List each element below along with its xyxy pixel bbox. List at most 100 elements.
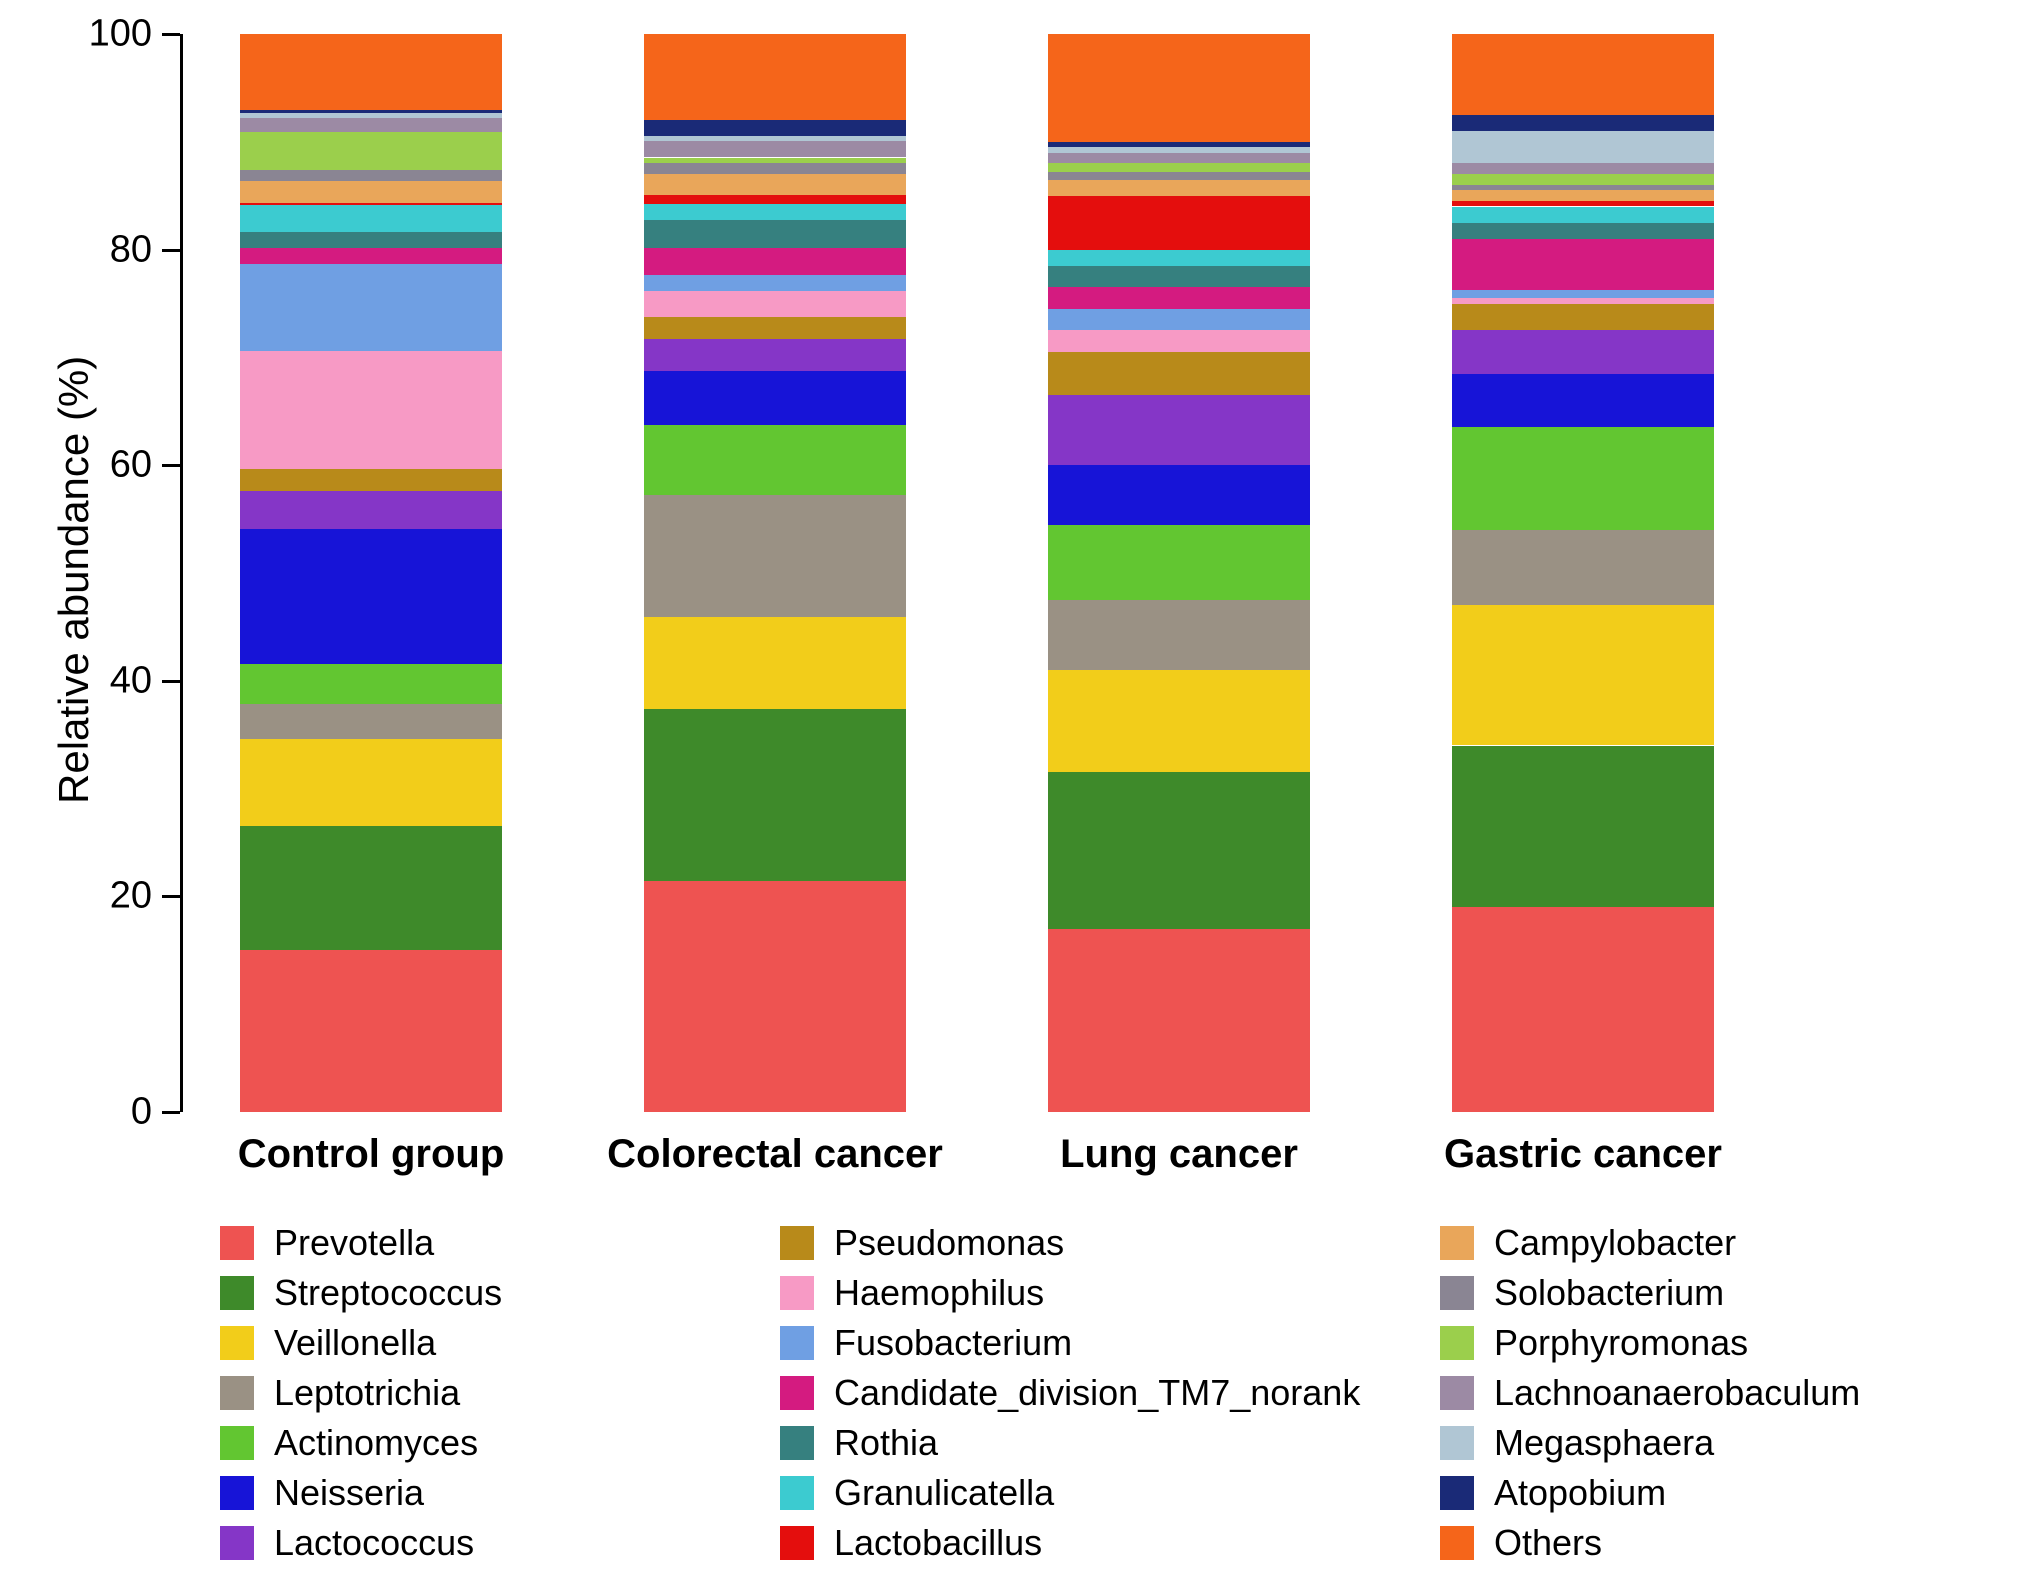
segment-solobacterium	[240, 170, 502, 181]
segment-others	[1048, 34, 1310, 142]
legend-item-megasphaera: Megasphaera	[1440, 1422, 1714, 1464]
segment-pseudomonas	[644, 317, 906, 338]
segment-lachnoanaerobaculum	[240, 118, 502, 132]
legend-swatch	[220, 1326, 254, 1360]
legend-swatch	[1440, 1376, 1474, 1410]
legend-item-veillonella: Veillonella	[220, 1322, 436, 1364]
legend-item-lachnoanaerobaculum: Lachnoanaerobaculum	[1440, 1372, 1860, 1414]
segment-rothia	[240, 232, 502, 248]
legend-item-campylobacter: Campylobacter	[1440, 1222, 1736, 1264]
y-tick	[162, 33, 180, 36]
segment-candidate_division_tm7_norank	[1452, 239, 1714, 290]
segment-lachnoanaerobaculum	[1452, 163, 1714, 174]
segment-streptococcus	[1452, 746, 1714, 908]
x-tick-label: Gastric cancer	[1373, 1132, 1793, 1177]
segment-campylobacter	[240, 181, 502, 203]
segment-neisseria	[1452, 374, 1714, 428]
segment-pseudomonas	[1452, 304, 1714, 331]
legend-item-streptococcus: Streptococcus	[220, 1272, 502, 1314]
segment-rothia	[644, 220, 906, 248]
segment-granulicatella	[1048, 250, 1310, 266]
bar-gastric-cancer	[1452, 34, 1714, 1112]
legend-label: Lactobacillus	[834, 1522, 1042, 1564]
segment-neisseria	[1048, 465, 1310, 524]
segment-others	[644, 34, 906, 120]
segment-campylobacter	[1452, 190, 1714, 201]
segment-fusobacterium	[1048, 309, 1310, 331]
legend-swatch	[1440, 1426, 1474, 1460]
legend-label: Candidate_division_TM7_norank	[834, 1372, 1360, 1414]
legend-item-prevotella: Prevotella	[220, 1222, 434, 1264]
legend-label: Prevotella	[274, 1222, 434, 1264]
y-tick	[162, 895, 180, 898]
segment-prevotella	[644, 881, 906, 1112]
bar-lung-cancer	[1048, 34, 1310, 1112]
legend-label: Rothia	[834, 1422, 938, 1464]
y-axis-label: Relative abundance (%)	[50, 356, 98, 804]
segment-atopobium	[1048, 142, 1310, 147]
segment-porphyromonas	[1452, 174, 1714, 185]
y-tick	[162, 464, 180, 467]
segment-solobacterium	[1048, 172, 1310, 180]
segment-porphyromonas	[1048, 163, 1310, 172]
x-tick-label: Lung cancer	[969, 1132, 1389, 1177]
legend-swatch	[220, 1376, 254, 1410]
legend-item-rothia: Rothia	[780, 1422, 938, 1464]
legend-item-leptotrichia: Leptotrichia	[220, 1372, 460, 1414]
segment-haemophilus	[644, 291, 906, 318]
legend-swatch	[1440, 1476, 1474, 1510]
legend-swatch	[780, 1226, 814, 1260]
legend-label: Leptotrichia	[274, 1372, 460, 1414]
segment-rothia	[1452, 223, 1714, 239]
segment-pseudomonas	[1048, 352, 1310, 395]
segment-leptotrichia	[240, 704, 502, 740]
segment-actinomyces	[240, 664, 502, 704]
legend-label: Pseudomonas	[834, 1222, 1064, 1264]
segment-veillonella	[1452, 605, 1714, 745]
segment-megasphaera	[644, 136, 906, 141]
legend-item-haemophilus: Haemophilus	[780, 1272, 1044, 1314]
segment-prevotella	[1452, 907, 1714, 1112]
segment-haemophilus	[240, 351, 502, 470]
legend-swatch	[220, 1426, 254, 1460]
segment-leptotrichia	[1452, 530, 1714, 605]
segment-atopobium	[644, 120, 906, 136]
segment-veillonella	[1048, 670, 1310, 772]
legend-item-neisseria: Neisseria	[220, 1472, 424, 1514]
legend-item-candidate_division_tm7_norank: Candidate_division_TM7_norank	[780, 1372, 1360, 1414]
legend-label: Porphyromonas	[1494, 1322, 1748, 1364]
segment-candidate_division_tm7_norank	[1048, 287, 1310, 309]
segment-leptotrichia	[1048, 600, 1310, 670]
legend-label: Neisseria	[274, 1472, 424, 1514]
segment-lactococcus	[240, 491, 502, 529]
plot-area: 020406080100Control groupColorectal canc…	[180, 34, 1800, 1112]
segment-neisseria	[240, 529, 502, 664]
segment-lactobacillus	[1452, 201, 1714, 206]
legend-item-others: Others	[1440, 1522, 1602, 1564]
legend-label: Granulicatella	[834, 1472, 1054, 1514]
legend-swatch	[780, 1376, 814, 1410]
segment-porphyromonas	[644, 158, 906, 163]
bar-control-group	[240, 34, 502, 1112]
segment-solobacterium	[644, 163, 906, 174]
segment-megasphaera	[240, 113, 502, 118]
legend-label: Atopobium	[1494, 1472, 1666, 1514]
legend-item-pseudomonas: Pseudomonas	[780, 1222, 1064, 1264]
segment-lactococcus	[1048, 395, 1310, 465]
segment-leptotrichia	[644, 495, 906, 617]
y-tick-label: 20	[52, 875, 152, 918]
segment-veillonella	[644, 617, 906, 709]
segment-actinomyces	[1048, 525, 1310, 600]
segment-campylobacter	[1048, 180, 1310, 196]
y-tick	[162, 249, 180, 252]
legend-item-lactococcus: Lactococcus	[220, 1522, 474, 1564]
segment-granulicatella	[1452, 207, 1714, 223]
segment-lactococcus	[1452, 330, 1714, 373]
legend-swatch	[780, 1326, 814, 1360]
segment-lactobacillus	[240, 203, 502, 205]
legend-item-atopobium: Atopobium	[1440, 1472, 1666, 1514]
abundance-stacked-bar-chart: Relative abundance (%) 020406080100Contr…	[0, 0, 2031, 1591]
legend-swatch	[1440, 1326, 1474, 1360]
y-tick	[162, 1111, 180, 1114]
legend-swatch	[780, 1476, 814, 1510]
